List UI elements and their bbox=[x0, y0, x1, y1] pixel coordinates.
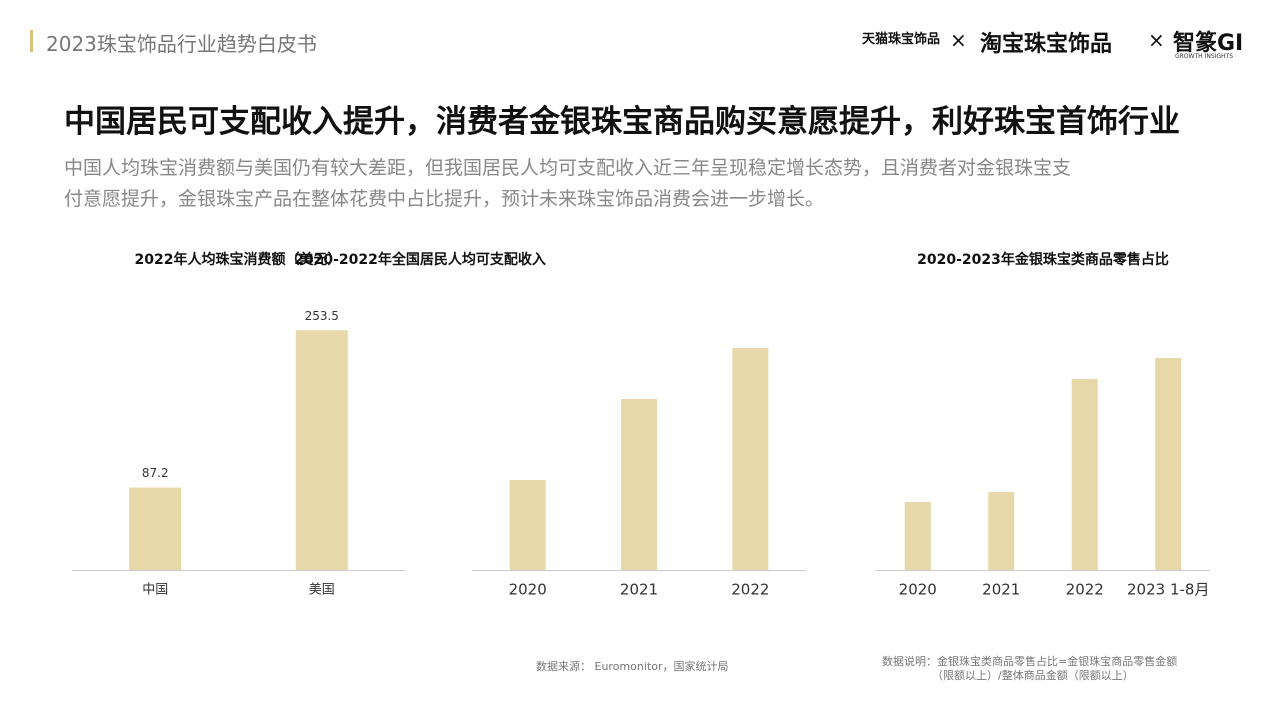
bar bbox=[295, 330, 348, 570]
x-tick-label: 2020 bbox=[509, 581, 547, 599]
subtitle: 中国人均珠宝消费额与美国仍有较大差距，但我国居民人均可支配收入近三年呈现稳定增长… bbox=[64, 157, 1072, 179]
value-label: 87.2 bbox=[142, 466, 169, 480]
bar bbox=[621, 399, 657, 570]
logo-sep: × bbox=[950, 28, 967, 52]
source: 数据来源： Euromonitor，国家统计局 bbox=[536, 660, 729, 673]
logo: 智篆GI bbox=[1173, 31, 1244, 56]
x-tick-label: 2022 bbox=[731, 581, 769, 599]
value-label: 253.5 bbox=[305, 309, 339, 323]
logo: 淘宝珠宝饰品 bbox=[980, 32, 1113, 57]
slide-title: 中国居民可支配收入提升，消费者金银珠宝商品购买意愿提升，利好珠宝首饰行业 bbox=[64, 104, 1180, 140]
subtitle: 付意愿提升，金银珠宝产品在整体花费中占比提升，预计未来珠宝饰品消费会进一步增长。 bbox=[64, 188, 825, 210]
x-tick-label: 2022 bbox=[1066, 581, 1104, 599]
bar bbox=[904, 502, 931, 570]
x-tick-label: 2021 bbox=[620, 581, 658, 599]
x-tick-label: 中国 bbox=[142, 583, 168, 598]
accent-bar bbox=[30, 30, 33, 52]
x-tick-label: 2023 1-8月 bbox=[1127, 581, 1209, 599]
report-name: 2023珠宝饰品行业趋势白皮书 bbox=[46, 32, 317, 56]
logo-sep: × bbox=[1148, 28, 1165, 52]
x-tick-label: 美国 bbox=[309, 583, 335, 598]
bar bbox=[988, 492, 1015, 570]
chart-title: 2020-2023年金银珠宝类商品零售占比 bbox=[917, 251, 1169, 268]
bar bbox=[509, 480, 546, 570]
bar bbox=[732, 348, 769, 570]
bar bbox=[129, 487, 182, 570]
note: （限额以上）/整体商品金额（限额以上） bbox=[932, 669, 1134, 682]
chart-title: 2022年人均珠宝消费额（美元） bbox=[135, 251, 342, 268]
logo: 天猫珠宝饰品 bbox=[862, 32, 941, 47]
bar bbox=[1071, 379, 1098, 570]
x-tick-label: 2020 bbox=[899, 581, 937, 599]
note: 数据说明：金银珠宝类商品零售占比=金银珠宝商品零售金额 bbox=[882, 655, 1178, 668]
bar bbox=[1155, 358, 1182, 570]
chart-title: 2020-2022年全国居民人均可支配收入 bbox=[294, 251, 546, 268]
logo-sub: GROWTH INSIGHTS bbox=[1175, 53, 1234, 60]
x-tick-label: 2021 bbox=[982, 581, 1020, 599]
